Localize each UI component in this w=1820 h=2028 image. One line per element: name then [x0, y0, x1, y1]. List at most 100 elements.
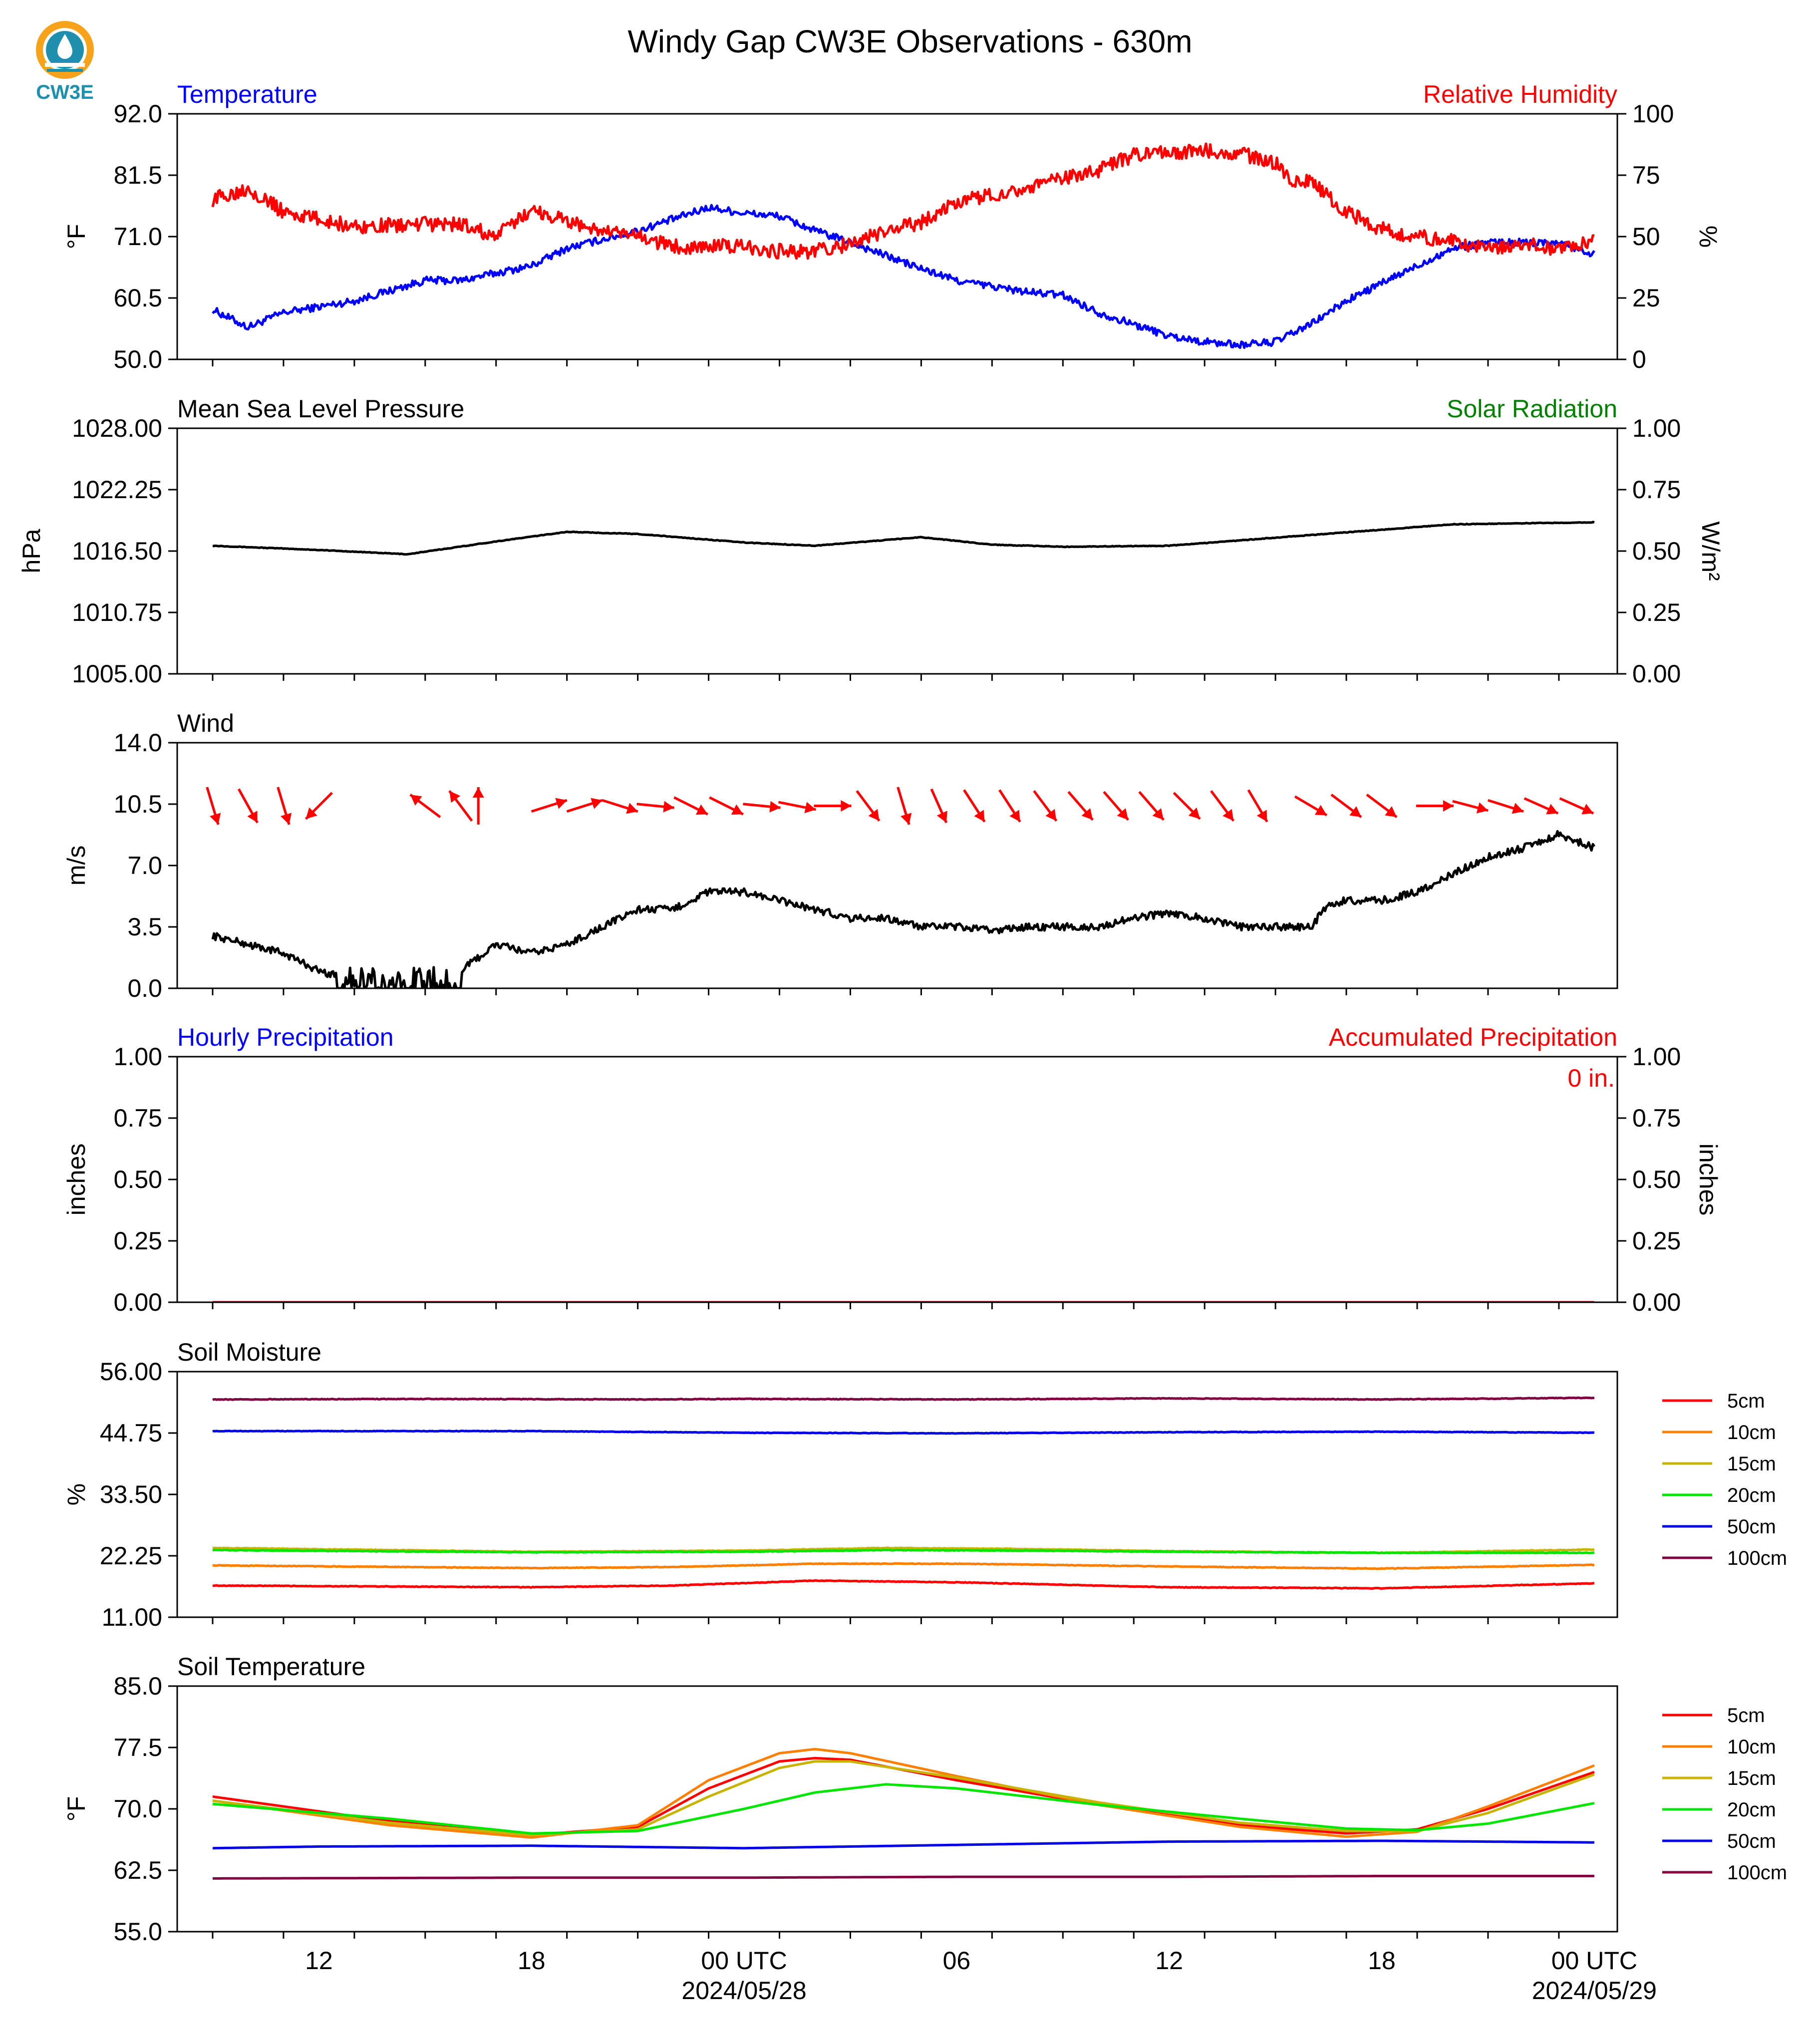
wind-arrow-head — [1546, 804, 1558, 815]
y2-tick-label: 0 — [1632, 345, 1646, 373]
y-tick-label: 3.5 — [127, 913, 162, 941]
wind-arrow-head — [1009, 810, 1020, 822]
y2-tick-label: 1.00 — [1632, 1043, 1681, 1071]
wind-arrow — [814, 800, 852, 812]
y-tick-label: 71.0 — [114, 223, 162, 251]
wind-arrow — [1452, 800, 1489, 814]
wind-arrow-head — [974, 810, 985, 822]
y-tick-label: 1022.25 — [72, 476, 162, 504]
legend-label-15cm: 15cm — [1727, 1453, 1776, 1475]
wind-arrow-head — [769, 801, 781, 813]
y-tick-label: 62.5 — [114, 1856, 162, 1884]
y-tick-label: 55.0 — [114, 1918, 162, 1946]
y-tick-label: 50.0 — [114, 345, 162, 373]
x-date-label: 2024/05/28 — [681, 1977, 806, 2005]
legend-label-10cm: 10cm — [1727, 1736, 1776, 1758]
wind-arrow-head — [1045, 809, 1057, 821]
panel-wind: Wind 0.0 3.5 7.0 10.5 14.0 m/s — [62, 709, 1618, 1002]
wind-arrow — [930, 788, 948, 824]
wind-arrow-head — [1512, 803, 1524, 814]
series-line-15cm — [212, 1760, 1595, 1836]
panel-title-left: Wind — [177, 709, 234, 737]
series-line-100cm — [212, 1396, 1595, 1401]
panel-frame — [176, 742, 1618, 989]
y2-tick-label: 25 — [1632, 284, 1660, 312]
y-tick-label: 22.25 — [100, 1542, 162, 1570]
wind-arrow — [1210, 790, 1235, 822]
wind-arrow-head — [936, 811, 947, 823]
wind-arrow-head — [731, 804, 743, 815]
wind-arrow — [1173, 792, 1201, 820]
wind-arrow-head — [1081, 808, 1093, 820]
wind-arrow — [531, 798, 568, 813]
y-tick-label: 0.25 — [114, 1227, 162, 1255]
series-line-0 — [212, 204, 1595, 349]
y2-tick-label: 0.50 — [1632, 1165, 1681, 1193]
y-tick-label: 7.0 — [127, 852, 162, 879]
wind-arrow — [1416, 800, 1454, 812]
y-tick-label: 81.5 — [114, 161, 162, 189]
legend-label-10cm: 10cm — [1727, 1422, 1776, 1444]
wind-arrow — [448, 790, 473, 822]
y2-axis-label: inches — [1694, 1144, 1722, 1216]
wind-arrow — [998, 789, 1021, 823]
y2-tick-label: 100 — [1632, 100, 1674, 128]
x-tick-label: 06 — [943, 1947, 971, 1975]
y-tick-label: 77.5 — [114, 1734, 162, 1761]
legend: 5cm 10cm 15cm 20cm 50cm 100cm — [1662, 1705, 1787, 1884]
series-line-50cm — [212, 1430, 1595, 1435]
wind-arrow-head — [281, 813, 292, 825]
series-line-5cm — [212, 1579, 1594, 1590]
wind-arrow-head — [555, 798, 567, 809]
panel-title-left: Soil Temperature — [177, 1653, 365, 1681]
series-line-20cm — [212, 1548, 1594, 1555]
y-tick-label: 1016.50 — [72, 537, 162, 565]
panel-frame — [176, 1685, 1618, 1933]
y2-tick-label: 0.25 — [1632, 598, 1681, 626]
y-axis-label: % — [62, 1483, 90, 1505]
wind-arrow — [1559, 797, 1594, 815]
panel-title-right: Accumulated Precipitation — [1329, 1023, 1617, 1051]
wind-arrow-head — [868, 809, 880, 821]
panel-title-right: Solar Radiation — [1447, 395, 1617, 423]
legend-label-5cm: 5cm — [1727, 1390, 1765, 1412]
wind-arrow-head — [1581, 804, 1594, 815]
x-tick-label: 00 UTC — [701, 1947, 787, 1975]
panel-soil_temperature: Soil Temperature 55.0 62.5 70.0 77.5 85.0 °F 5c… — [62, 1653, 1787, 1946]
wind-arrow — [963, 789, 986, 823]
y-tick-label: 44.75 — [100, 1419, 162, 1447]
y-tick-label: 33.50 — [100, 1480, 162, 1508]
y2-axis-label: W/m² — [1697, 521, 1725, 580]
panel-frame — [176, 1056, 1618, 1303]
wind-arrow-head — [210, 813, 221, 825]
wind-arrow — [1247, 789, 1268, 823]
series-line-0 — [211, 830, 1596, 988]
x-tick-label: 18 — [518, 1947, 546, 1975]
y2-tick-label: 50 — [1632, 223, 1660, 251]
y-tick-label: 92.0 — [114, 100, 162, 128]
wind-arrow-head — [591, 798, 603, 809]
wind-arrow — [1330, 794, 1362, 819]
panel-title-left: Temperature — [177, 80, 317, 108]
legend-label-20cm: 20cm — [1727, 1484, 1776, 1506]
wind-arrow — [238, 788, 259, 824]
y-tick-label: 0.00 — [114, 1288, 162, 1316]
y-tick-label: 0.75 — [114, 1104, 162, 1132]
y-axis-label: °F — [62, 1796, 90, 1822]
wind-arrow-head — [663, 801, 674, 813]
wind-arrow-head — [1314, 805, 1327, 816]
wind-arrow — [206, 787, 221, 825]
y-tick-label: 85.0 — [114, 1672, 162, 1700]
y-tick-label: 10.5 — [114, 790, 162, 818]
legend: 5cm 10cm 15cm 20cm 50cm 100cm — [1662, 1390, 1787, 1569]
panel-title-right: Relative Humidity — [1423, 80, 1617, 108]
wind-arrow — [778, 801, 816, 814]
wind-arrow — [277, 787, 292, 825]
wind-arrow-head — [1349, 806, 1362, 818]
wind-arrow — [472, 787, 484, 825]
panel-title-left: Mean Sea Level Pressure — [177, 395, 464, 423]
wind-arrow — [897, 787, 912, 825]
y-axis-label: m/s — [62, 846, 90, 886]
y-axis-label: inches — [62, 1144, 90, 1216]
